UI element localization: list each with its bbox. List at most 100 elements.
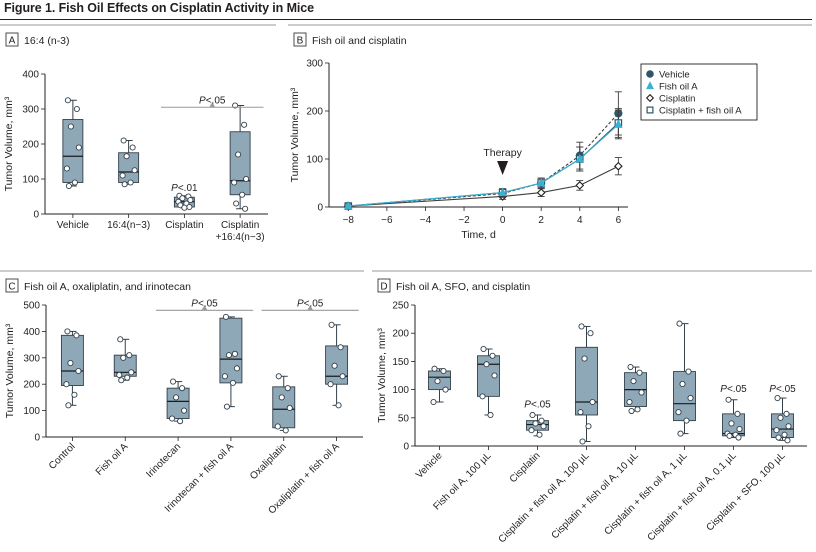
panel-d-point <box>483 361 490 368</box>
panel-b-chart: B Fish oil and cisplatin 0 100 200 300 −8 −6 −4 −… <box>288 24 812 241</box>
panel-c-box <box>219 317 243 384</box>
panel-b-xtick-label: −6 <box>381 215 393 226</box>
panel-c-letter: C <box>8 282 15 293</box>
panel-b-legend-label: Fish oil A <box>659 82 698 93</box>
panel-b-xtick-label: 0 <box>500 215 506 226</box>
panel-c-point <box>284 385 291 392</box>
panel-b-letter: B <box>297 36 304 47</box>
panel-d-category-label: Cisplatin + fish oil A, 0.1 µL <box>646 450 739 543</box>
panel-b-legend-box <box>640 63 758 121</box>
panel-c-point <box>233 365 240 372</box>
panel-c-title: Fish oil A, oxaliplatin, and irinotecan <box>24 281 191 293</box>
panel-a-letter-box <box>5 32 19 47</box>
panel-c-point <box>339 373 346 380</box>
panel-a-ytick-label: 100 <box>22 175 39 186</box>
panel-c-point <box>173 394 180 401</box>
panel-a-point <box>235 151 242 158</box>
panel-c-point <box>170 378 177 385</box>
panel-d-ytick-label: 100 <box>392 385 409 396</box>
panel-c-point <box>64 328 71 335</box>
panel-c-point <box>65 402 72 409</box>
panel-b-ylabel: Tumor Volume, mm³ <box>289 87 301 182</box>
panel-c-point <box>124 374 131 381</box>
panel-b-ytick-label: 0 <box>317 203 323 214</box>
panel-b-ytick-label: 100 <box>306 155 323 166</box>
panel-d-point <box>775 434 782 441</box>
panel-d-point <box>781 431 788 438</box>
panel-c-point <box>275 373 282 380</box>
panel-d-point <box>685 368 692 375</box>
panel-d-point <box>677 430 684 437</box>
panel-d-category-label: Cisplatin + fish oil A, 1 µL <box>602 450 689 537</box>
panel-d-point <box>579 438 586 445</box>
panel-d-point <box>540 423 547 430</box>
panel-d-point <box>528 427 535 434</box>
panel-a-point <box>233 200 240 207</box>
panel-d-category-label: Cisplatin <box>508 450 543 485</box>
panel-b-legend-label: Vehicle <box>659 70 690 81</box>
panel-d-point <box>487 411 494 419</box>
panel-a-point <box>129 144 136 151</box>
panel-b-xtick-label: 2 <box>538 215 544 226</box>
panel-b-xtick-label: 6 <box>616 215 622 226</box>
panel-d-point <box>440 367 447 375</box>
panel-b-series-fish-oil-a-point <box>575 153 585 163</box>
panel-c-point <box>225 352 232 359</box>
panel-b-legend-label: Cisplatin + fish oil A <box>659 106 742 117</box>
panel-a-ylabel: Tumor Volume, mm³ <box>3 96 15 191</box>
panel-c-point <box>278 394 285 401</box>
panel-b-ytick-label: 200 <box>306 107 323 118</box>
panel-c-point <box>67 360 74 367</box>
panel-a-point <box>120 137 127 144</box>
panel-d-ytick-label: 50 <box>398 413 410 424</box>
panel-c-point <box>120 354 127 361</box>
panel-b-therapy-arrow <box>497 161 509 175</box>
panel-d-point <box>480 345 487 353</box>
panel-c-ytick-label: 200 <box>23 380 40 391</box>
panel-a-point <box>67 123 74 130</box>
panel-c-ytick-label: 300 <box>23 353 40 364</box>
panel-c-point <box>73 332 80 339</box>
panel-a-box <box>62 119 84 183</box>
panel-b-xtick-label: 4 <box>577 215 583 226</box>
panel-c-point <box>177 418 184 425</box>
panel-d-point <box>687 395 694 402</box>
panel-c-point <box>221 373 228 380</box>
panel-d-point <box>676 320 683 327</box>
panel-c-point <box>282 427 289 434</box>
panel-c-point <box>222 313 229 320</box>
panel-a-point <box>181 204 188 211</box>
panel-d-point <box>638 389 645 396</box>
panel-c-letter-box <box>5 278 19 293</box>
panel-c-significance-marker <box>307 305 314 311</box>
panel-b-legend-marker <box>646 81 654 90</box>
panel-d-point <box>628 407 635 415</box>
panel-a-significance-marker <box>209 102 216 108</box>
panel-c-point <box>179 385 186 392</box>
panel-c-point <box>337 344 344 351</box>
panel-d-point <box>725 396 732 403</box>
panel-c-ytick-label: 0 <box>34 433 40 444</box>
panel-d-letter-box <box>377 278 391 293</box>
panel-d-title: Fish oil A, SFO, and cisplatin <box>396 281 530 293</box>
panel-d-point <box>785 423 792 430</box>
panel-c-significance-label: P<.05 <box>297 298 324 309</box>
panel-a-point <box>187 196 194 204</box>
panel-b-annotation-label: Therapy <box>483 147 522 159</box>
panel-b-series-fish-oil-a-point <box>614 119 623 128</box>
panel-d-significance-label: P<.05 <box>769 384 796 395</box>
panel-a-point <box>127 179 134 186</box>
panel-b-series-cisplatin-point <box>613 161 623 171</box>
panel-d-point <box>735 434 742 441</box>
panel-d-point <box>774 395 781 402</box>
panel-b-series-fish-oil-a-point <box>344 200 353 210</box>
panel-d-point <box>587 330 594 337</box>
panel-d-significance-label: P<.05 <box>524 399 551 410</box>
panel-d-point <box>736 426 743 433</box>
panel-d-point <box>784 437 791 444</box>
panel-c-significance-label: P<.05 <box>191 298 218 309</box>
panel-a-ytick-label: 0 <box>33 210 39 221</box>
panel-d-category-label: Cisplatin + fish oil A, 100 µL <box>497 450 592 545</box>
panel-c-ylabel: Tumor Volume, mm³ <box>4 323 16 418</box>
